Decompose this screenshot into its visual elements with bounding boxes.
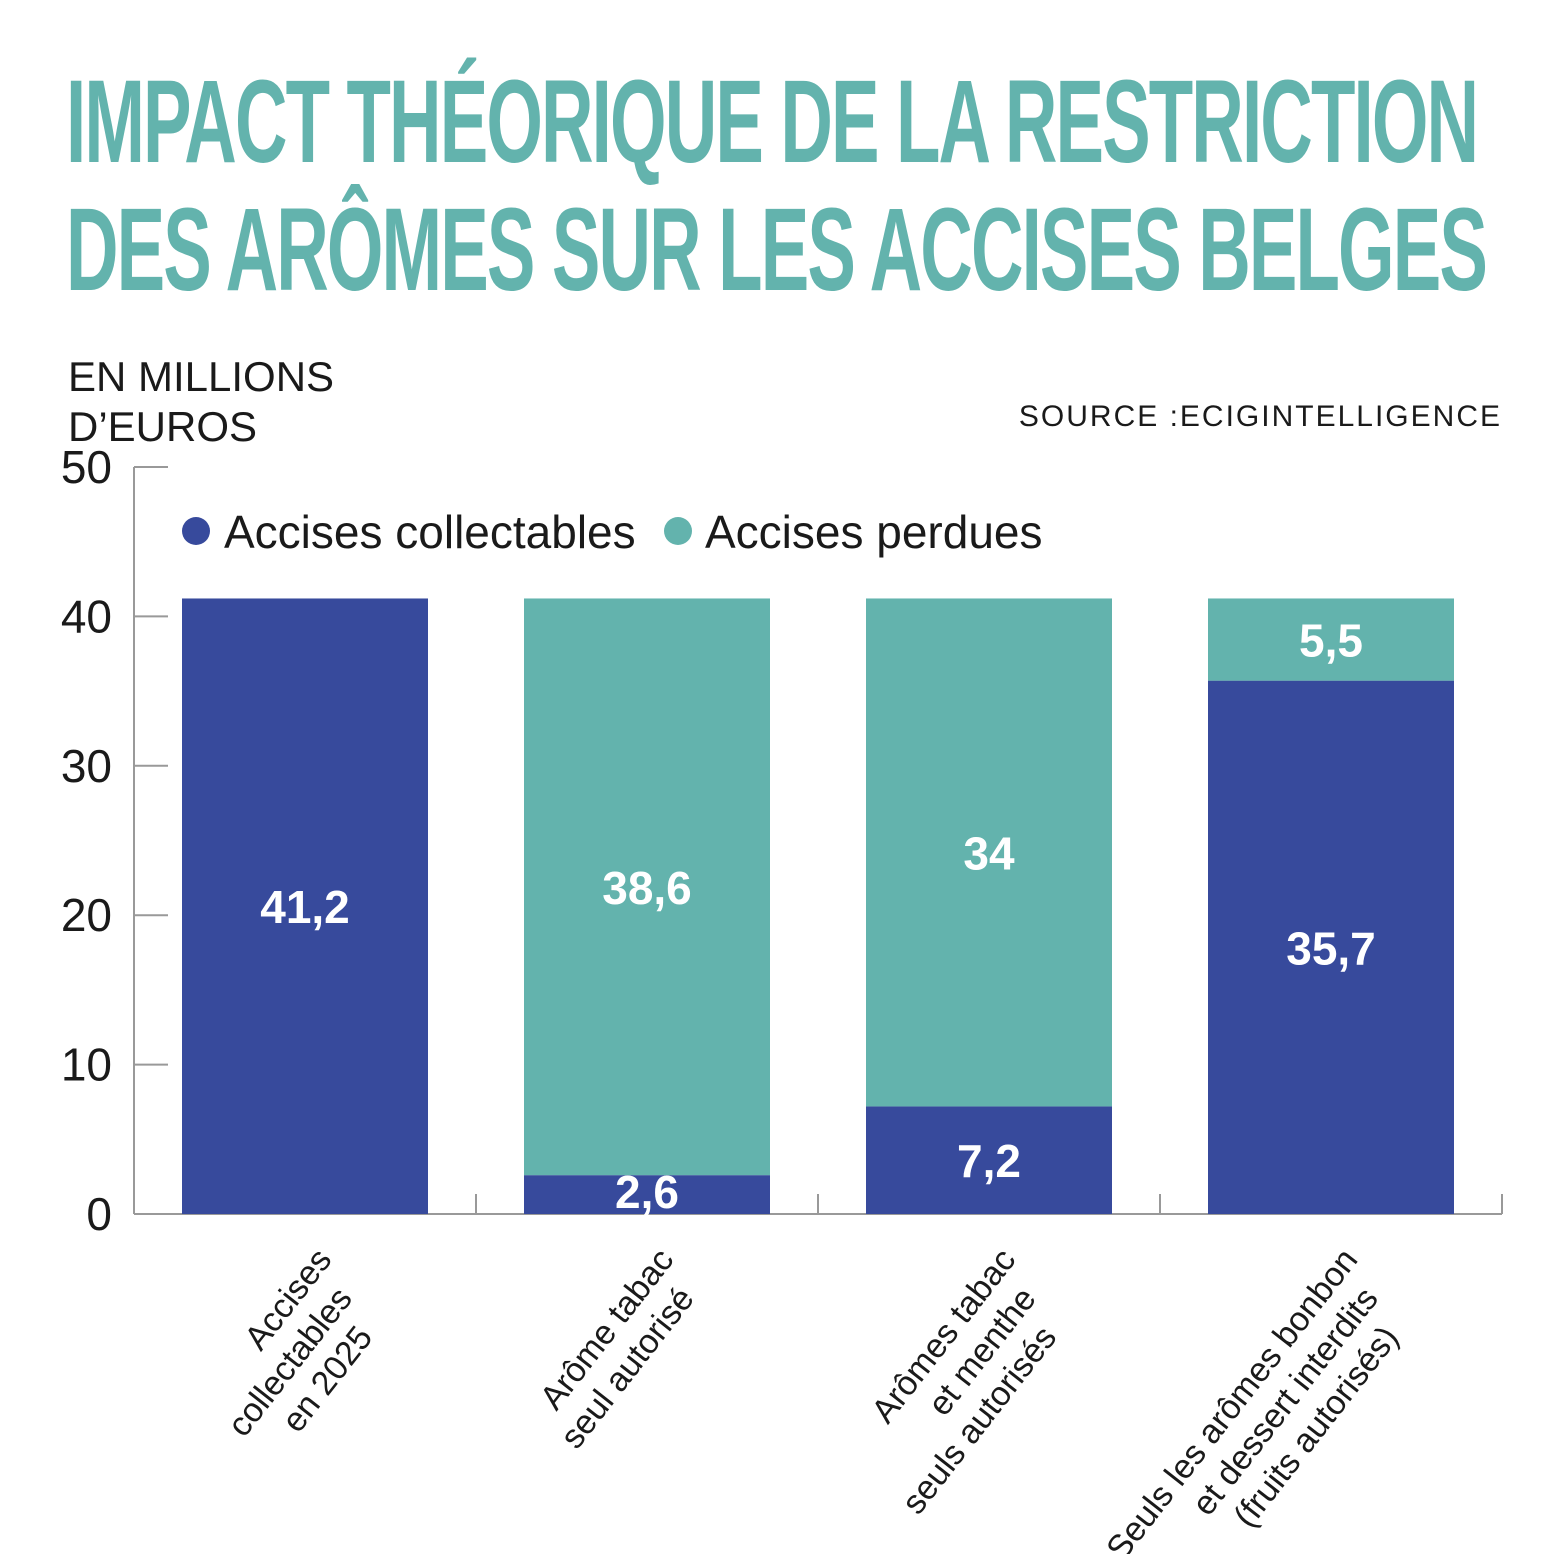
value-label-perdues-3: 34 [963, 827, 1015, 879]
bar-perdues-4 [1208, 598, 1454, 681]
legend-marker-collectables [182, 517, 210, 545]
category-label-2: Arôme tabacseul autorisé [522, 1242, 713, 1456]
y-tick-label-30: 30 [61, 740, 112, 792]
legend-marker-perdues [664, 517, 692, 545]
bar-collectables-4 [1208, 680, 1454, 1214]
value-label-perdues-4: 5,5 [1299, 615, 1363, 667]
source-label: SOURCE :ECIGINTELLIGENCE [1018, 400, 1502, 433]
category-label-1: Accisescollectablesen 2025 [189, 1242, 402, 1469]
unit-label-line-1: EN MILLIONS [68, 353, 335, 400]
bar-perdues-3 [866, 598, 1112, 1107]
value-label-collectables-1: 41,2 [260, 881, 350, 933]
value-label-perdues-2: 38,6 [602, 862, 692, 914]
unit-label-line-2: D’EUROS [68, 403, 258, 450]
y-tick-label-10: 10 [61, 1039, 112, 1091]
y-tick-label-50: 50 [61, 441, 112, 493]
value-label-collectables-4: 35,7 [1286, 922, 1376, 974]
bar-collectables-1 [182, 598, 428, 1214]
y-tick-label-0: 0 [86, 1188, 112, 1240]
category-label-3: Arômes tabacet mentheseuls autorisés [832, 1242, 1087, 1522]
unit-label: EN MILLIONS D’EUROS [68, 352, 334, 452]
bar-collectables-2 [524, 1175, 770, 1214]
y-tick-label-20: 20 [61, 889, 112, 941]
bar-perdues-2 [524, 598, 770, 1176]
bar-collectables-3 [866, 1106, 1112, 1214]
value-label-collectables-3: 7,2 [957, 1135, 1021, 1187]
y-tick-label-40: 40 [61, 590, 112, 642]
legend-label-collectables: Accises collectables [224, 506, 636, 558]
category-label-4: Seuls les arômes bonbonet dessert interd… [1099, 1242, 1428, 1554]
legend-label-perdues: Accises perdues [705, 506, 1043, 558]
